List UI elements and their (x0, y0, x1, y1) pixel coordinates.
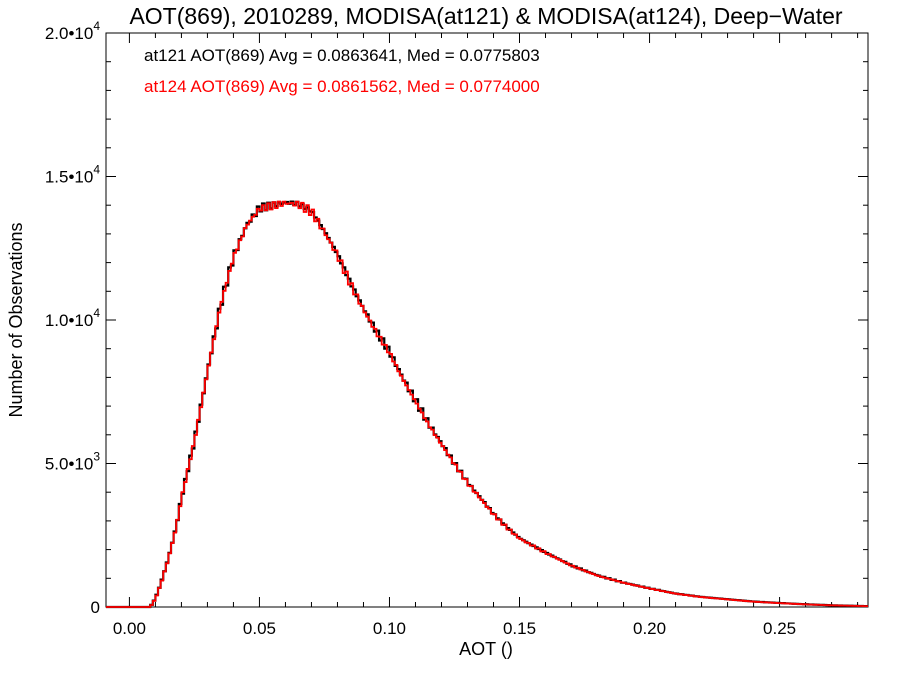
plot-frame (105, 32, 869, 608)
x-axis-label: AOT () (459, 639, 513, 659)
series-line-at124 (106, 200, 868, 608)
x-tick-label: 0.25 (763, 619, 796, 638)
x-tick-label: 0.15 (503, 619, 536, 638)
y-tick-label: 1.0•104 (45, 306, 101, 330)
x-axis-ticks: 0.00 0.05 0.10 0.15 0.20 0.25 (113, 33, 859, 638)
y-tick-label: 1.5•104 (45, 163, 101, 187)
y-tick-label: 0 (91, 598, 100, 617)
x-tick-label: 0.20 (633, 619, 666, 638)
legend-entry-at121: at121 AOT(869) Avg = 0.0863641, Med = 0.… (144, 46, 540, 65)
series-line-at121 (106, 200, 868, 609)
y-axis-ticks: 0 5.0•103 1.0•104 1.5•104 2.0•104 (45, 19, 868, 617)
series-layer (106, 200, 868, 609)
x-tick-label: 0.10 (373, 619, 406, 638)
x-tick-label: 0.00 (113, 619, 146, 638)
y-tick-label: 2.0•104 (45, 19, 101, 43)
legend-entry-at124: at124 AOT(869) Avg = 0.0861562, Med = 0.… (144, 77, 540, 96)
chart-title: AOT(869), 2010289, MODISA(at121) & MODIS… (129, 3, 842, 29)
x-tick-label: 0.05 (243, 619, 276, 638)
y-axis-label: Number of Observations (6, 222, 26, 417)
y-tick-label: 5.0•103 (45, 450, 101, 474)
